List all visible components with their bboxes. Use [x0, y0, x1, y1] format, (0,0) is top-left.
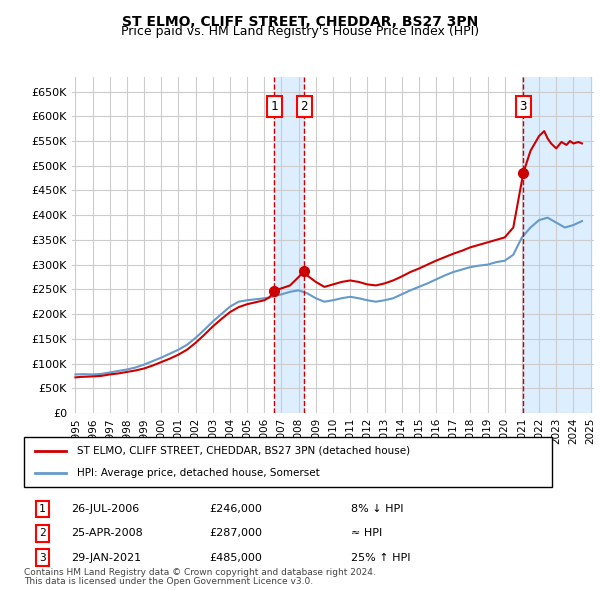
Bar [523, 77, 590, 413]
Text: HPI: Average price, detached house, Somerset: HPI: Average price, detached house, Some… [77, 468, 320, 478]
Text: 8% ↓ HPI: 8% ↓ HPI [352, 504, 404, 514]
Text: 3: 3 [520, 100, 527, 113]
Text: 1: 1 [39, 504, 46, 514]
Text: 3: 3 [39, 553, 46, 562]
Bar [274, 77, 304, 413]
Text: This data is licensed under the Open Government Licence v3.0.: This data is licensed under the Open Gov… [24, 577, 313, 586]
Text: 1: 1 [271, 100, 278, 113]
FancyBboxPatch shape [24, 437, 552, 487]
Text: Price paid vs. HM Land Registry's House Price Index (HPI): Price paid vs. HM Land Registry's House … [121, 25, 479, 38]
Text: 26-JUL-2006: 26-JUL-2006 [71, 504, 140, 514]
Text: ST ELMO, CLIFF STREET, CHEDDAR, BS27 3PN: ST ELMO, CLIFF STREET, CHEDDAR, BS27 3PN [122, 15, 478, 29]
Text: 29-JAN-2021: 29-JAN-2021 [71, 553, 142, 562]
Text: 25% ↑ HPI: 25% ↑ HPI [352, 553, 411, 562]
Text: £287,000: £287,000 [209, 528, 262, 538]
Text: ST ELMO, CLIFF STREET, CHEDDAR, BS27 3PN (detached house): ST ELMO, CLIFF STREET, CHEDDAR, BS27 3PN… [77, 445, 410, 455]
Text: 2: 2 [301, 100, 308, 113]
Text: ≈ HPI: ≈ HPI [352, 528, 383, 538]
Text: 25-APR-2008: 25-APR-2008 [71, 528, 143, 538]
Text: £246,000: £246,000 [209, 504, 262, 514]
Text: 2: 2 [39, 528, 46, 538]
Text: Contains HM Land Registry data © Crown copyright and database right 2024.: Contains HM Land Registry data © Crown c… [24, 568, 376, 577]
Text: £485,000: £485,000 [209, 553, 262, 562]
